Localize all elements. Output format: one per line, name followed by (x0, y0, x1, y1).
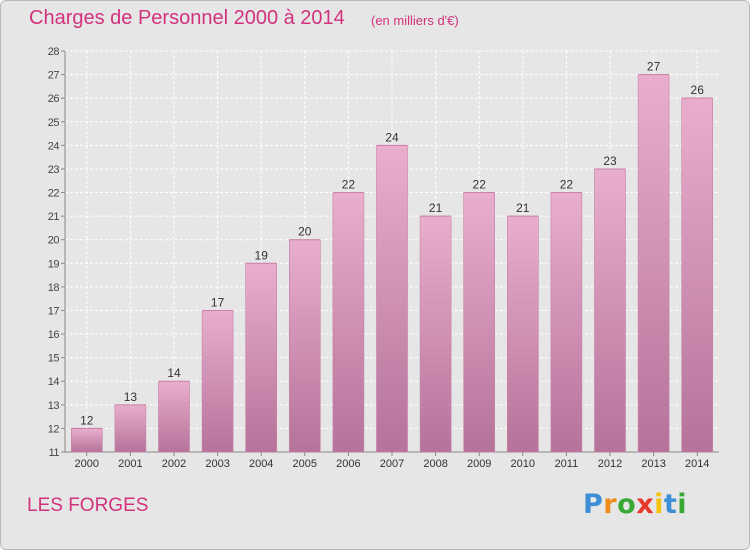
value-label-2010: 21 (516, 201, 530, 215)
y-tick-label: 28 (48, 46, 60, 58)
logo-letter: i (677, 489, 688, 520)
x-tick-label-2008: 2008 (423, 458, 447, 470)
bar-2001 (114, 404, 147, 453)
y-tick-label: 20 (48, 235, 60, 247)
logo-letter: i (654, 489, 664, 520)
value-label-2004: 19 (255, 248, 269, 262)
y-tick-label: 24 (48, 140, 60, 152)
value-label-2011: 22 (560, 178, 574, 192)
value-label-2006: 22 (342, 178, 356, 192)
x-tick-label-2012: 2012 (598, 458, 622, 470)
logo-letter: x (636, 489, 655, 520)
logo-letter: r (603, 489, 618, 520)
value-label-2012: 23 (603, 154, 617, 168)
x-tick-label-2009: 2009 (467, 458, 491, 470)
y-tick-label: 21 (48, 211, 60, 223)
bar-2007 (376, 145, 408, 453)
value-label-2013: 27 (647, 60, 661, 74)
bar-2000 (71, 428, 103, 453)
x-tick-label-2010: 2010 (511, 458, 535, 470)
y-tick-label: 13 (48, 400, 60, 412)
value-label-2003: 17 (211, 295, 225, 309)
value-label-2007: 24 (385, 130, 399, 144)
value-label-2001: 13 (124, 390, 138, 404)
bar-2006 (332, 192, 365, 453)
bar-2002 (158, 380, 190, 453)
y-tick-label: 27 (48, 70, 60, 82)
bar-2005 (288, 239, 321, 453)
y-tick-label: 18 (48, 282, 60, 294)
y-tick-label: 23 (48, 164, 60, 176)
x-tick-label-2013: 2013 (641, 458, 665, 470)
x-tick-label-2014: 2014 (685, 458, 709, 470)
bar-2010 (506, 215, 539, 453)
labels: 11 12 13 14 15 16 17 18 19 20 21 22 23 24 25 26 27 28 12 20… (48, 46, 710, 470)
y-tick-label: 19 (48, 258, 60, 270)
x-tick-label-2002: 2002 (162, 458, 186, 470)
bar-2011 (550, 192, 583, 453)
value-label-2005: 20 (298, 225, 312, 239)
x-tick-label-2004: 2004 (249, 458, 273, 470)
bar-2014 (681, 97, 714, 453)
x-tick-label-2000: 2000 (75, 458, 99, 470)
y-tick-label: 26 (48, 93, 60, 105)
y-tick-label: 16 (48, 329, 60, 341)
bar-2013 (637, 74, 670, 453)
x-tick-label-2001: 2001 (118, 458, 142, 470)
bar-2008 (419, 215, 452, 453)
value-label-2000: 12 (80, 413, 94, 427)
chart-title: Charges de Personnel 2000 à 2014 (29, 7, 345, 29)
y-tick-label: 12 (48, 423, 60, 435)
bar-2003 (201, 310, 234, 453)
place-name: LES FORGES (27, 495, 149, 516)
y-tick-label: 22 (48, 188, 60, 200)
proxiti-logo: Proxiti (583, 489, 687, 520)
value-label-2009: 22 (473, 178, 487, 192)
logo-letter: o (617, 489, 637, 520)
bar-2004 (245, 262, 277, 453)
y-tick-label: 25 (48, 117, 60, 129)
x-tick-label-2005: 2005 (293, 458, 317, 470)
bar-2009 (463, 192, 496, 453)
y-tick-label: 15 (48, 353, 60, 365)
logo-letter: t (663, 489, 678, 520)
chart-subtitle: (en milliers d'€) (371, 13, 459, 28)
bar-2012 (594, 168, 626, 453)
y-tick-label: 17 (48, 305, 60, 317)
y-tick-label: 14 (48, 376, 60, 388)
logo-letter: P (583, 489, 604, 520)
x-tick-label-2011: 2011 (555, 458, 579, 470)
x-tick-label-2006: 2006 (336, 458, 360, 470)
x-tick-label-2007: 2007 (380, 458, 404, 470)
value-label-2002: 14 (167, 366, 181, 380)
value-label-2008: 21 (429, 201, 443, 215)
y-tick-label: 11 (49, 447, 60, 459)
value-label-2014: 26 (691, 83, 705, 97)
x-tick-label-2003: 2003 (205, 458, 229, 470)
bars (71, 74, 714, 453)
